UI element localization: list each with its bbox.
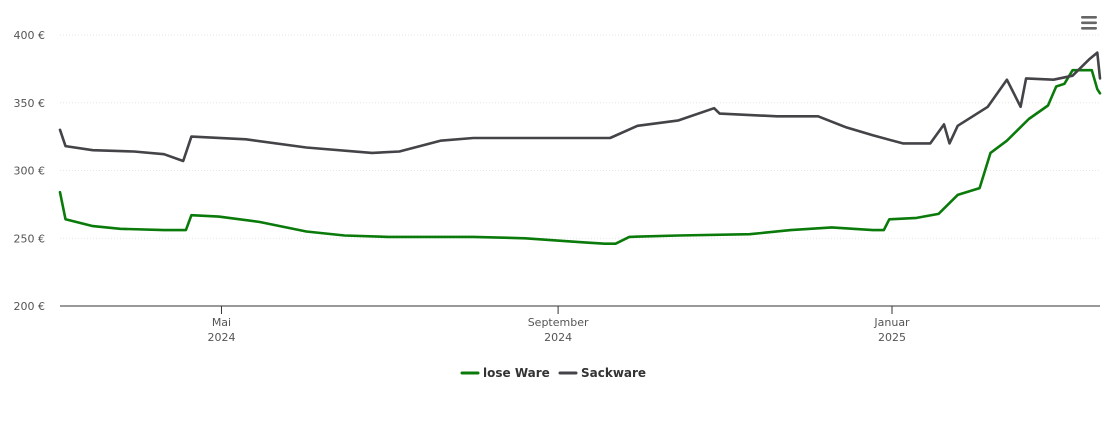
x-tick-label: Januar [873,316,910,329]
y-axis: 200 € 250 € 300 € 350 € 400 € [14,29,46,313]
series-line-sackware[interactable] [58,51,1102,163]
x-tick-label: 2024 [544,331,572,344]
legend[interactable]: lose Ware Sackware [460,366,646,380]
x-tick-label: September [528,316,589,329]
plot-area [58,51,1102,245]
hamburger-menu-icon[interactable] [1081,16,1097,30]
grid-lines [60,34,1100,239]
legend-label: lose Ware [483,366,550,380]
y-tick-label: 300 € [14,165,46,178]
legend-item[interactable]: Sackware [558,366,646,380]
y-tick-label: 250 € [14,232,46,245]
legend-item[interactable]: lose Ware [460,366,550,380]
menu-button[interactable] [1080,14,1098,32]
x-tick-label: 2025 [878,331,906,344]
y-tick-label: 400 € [14,29,46,42]
x-tick-label: Mai [212,316,231,329]
legend-label: Sackware [581,366,646,380]
y-tick-label: 200 € [14,300,46,313]
x-tick-label: 2024 [207,331,235,344]
series-line-lose-ware[interactable] [58,68,1102,245]
y-tick-label: 350 € [14,97,46,110]
x-axis: Mai 2024 September 2024 Januar 2025 [207,306,910,344]
